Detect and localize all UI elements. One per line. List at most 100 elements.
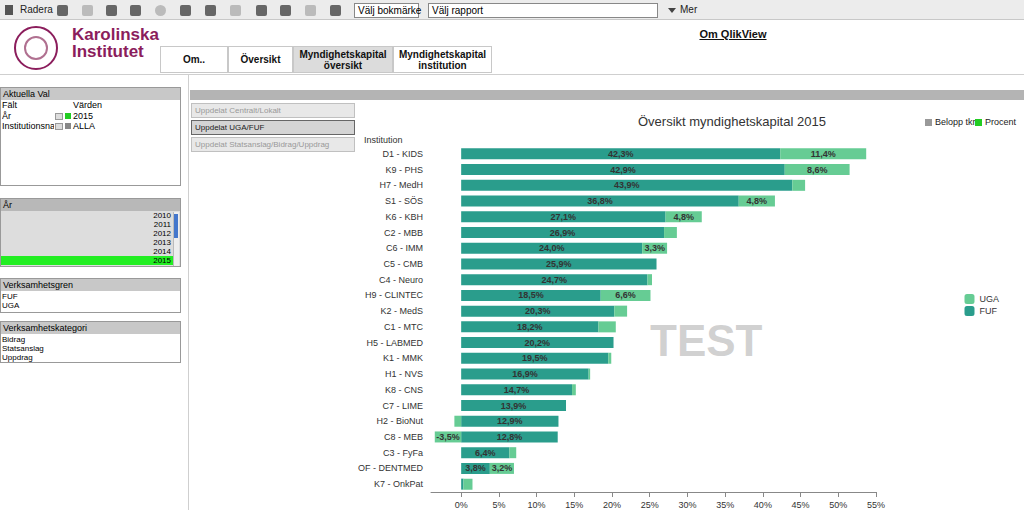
- svg-text:27,1%: 27,1%: [551, 212, 577, 222]
- html-text:Välj bokmärke: Välj bokmärke: [358, 5, 422, 16]
- html-text:UGA: UGA: [2, 301, 20, 310]
- svg-text:0%: 0%: [455, 500, 468, 510]
- html-text:Översikt: Översikt: [240, 54, 281, 65]
- svg-text:Översikt myndighetskapital 201: Översikt myndighetskapital 2015: [638, 114, 826, 129]
- svg-text:20,2%: 20,2%: [525, 338, 551, 348]
- svg-text:15%: 15%: [565, 500, 583, 510]
- svg-text:UGA: UGA: [979, 294, 999, 304]
- html-text:Verksamhetsgren: Verksamhetsgren: [3, 280, 73, 290]
- svg-text:5%: 5%: [492, 500, 505, 510]
- svg-text:C5 - CMB: C5 - CMB: [383, 259, 423, 269]
- html-text:Om QlikView: Om QlikView: [699, 28, 767, 40]
- svg-text:25%: 25%: [641, 500, 659, 510]
- html-text:Mer: Mer: [680, 4, 698, 15]
- html-text:Karolinska: Karolinska: [72, 25, 159, 44]
- html-text:2013: 2013: [153, 238, 171, 247]
- svg-text:6,4%: 6,4%: [475, 448, 496, 458]
- svg-text:55%: 55%: [867, 500, 885, 510]
- svg-text:C4 - Neuro: C4 - Neuro: [379, 275, 423, 285]
- svg-text:H2 - BioNut: H2 - BioNut: [376, 416, 423, 426]
- html-text:ALLA: ALLA: [73, 121, 95, 131]
- html-text:Om..: Om..: [182, 54, 206, 65]
- svg-text:C3 - FyFa: C3 - FyFa: [383, 448, 423, 458]
- svg-text:14,7%: 14,7%: [504, 385, 530, 395]
- svg-text:H9 - CLINTEC: H9 - CLINTEC: [365, 290, 424, 300]
- html-text:År: År: [2, 111, 11, 121]
- html-text:Fält: Fält: [2, 100, 17, 110]
- svg-text:16,9%: 16,9%: [512, 369, 538, 379]
- svg-text:FUF: FUF: [979, 306, 997, 316]
- svg-text:C6 - IMM: C6 - IMM: [386, 243, 423, 253]
- svg-text:H5 - LABMED: H5 - LABMED: [366, 338, 423, 348]
- svg-text:12,8%: 12,8%: [497, 432, 523, 442]
- svg-text:26,9%: 26,9%: [550, 228, 576, 238]
- svg-text:20,3%: 20,3%: [525, 306, 551, 316]
- html-text:2012: 2012: [153, 229, 171, 238]
- svg-text:6,6%: 6,6%: [615, 290, 636, 300]
- svg-text:20%: 20%: [603, 500, 621, 510]
- svg-text:43,9%: 43,9%: [614, 180, 640, 190]
- svg-text:H7 - MedH: H7 - MedH: [379, 180, 423, 190]
- html-text:År: År: [3, 200, 12, 210]
- svg-text:11,4%: 11,4%: [811, 149, 836, 159]
- svg-text:K2 - MedS: K2 - MedS: [380, 306, 423, 316]
- svg-text:24,0%: 24,0%: [539, 243, 565, 253]
- svg-text:Institution: Institution: [364, 135, 403, 145]
- svg-text:36,8%: 36,8%: [587, 196, 613, 206]
- html-text:2011: 2011: [153, 220, 171, 229]
- svg-text:50%: 50%: [829, 500, 847, 510]
- svg-text:S1 - SÖS: S1 - SÖS: [385, 196, 423, 206]
- svg-text:42,9%: 42,9%: [610, 165, 636, 175]
- html-text:2014: 2014: [153, 247, 171, 256]
- svg-text:K6 - KBH: K6 - KBH: [385, 212, 423, 222]
- svg-text:30%: 30%: [678, 500, 696, 510]
- html-text:Myndighetskapital översikt: Myndighetskapital översikt: [299, 48, 387, 71]
- svg-text:8,6%: 8,6%: [807, 165, 828, 175]
- svg-text:19,5%: 19,5%: [522, 353, 548, 363]
- html-text:2015: 2015: [73, 111, 93, 121]
- svg-text:24,7%: 24,7%: [542, 275, 568, 285]
- svg-text:C2 - MBB: C2 - MBB: [384, 228, 423, 238]
- svg-text:-3,5%: -3,5%: [436, 432, 460, 442]
- html-text:Institutet: Institutet: [72, 42, 144, 61]
- html-text:TEST: TEST: [650, 316, 763, 365]
- html-text:Institutionsna: Institutionsna: [2, 121, 55, 131]
- svg-text:3,3%: 3,3%: [644, 243, 665, 253]
- svg-text:13,9%: 13,9%: [501, 401, 527, 411]
- html-text:Verksamhetskategori: Verksamhetskategori: [3, 323, 87, 333]
- html-text:Aktuella Val: Aktuella Val: [3, 89, 50, 99]
- html-text:Radera: Radera: [20, 4, 53, 15]
- svg-text:K1 - MMK: K1 - MMK: [383, 353, 423, 363]
- svg-text:12,9%: 12,9%: [497, 416, 523, 426]
- svg-text:40%: 40%: [754, 500, 772, 510]
- html-text:FUF: FUF: [2, 292, 18, 301]
- svg-text:C8 - MEB: C8 - MEB: [384, 432, 423, 442]
- svg-text:18,5%: 18,5%: [518, 290, 544, 300]
- svg-text:H1 - NVS: H1 - NVS: [385, 369, 423, 379]
- html-text:Myndighetskapital institution: Myndighetskapital institution: [398, 48, 487, 71]
- html-text:2015: 2015: [153, 256, 171, 265]
- svg-text:25,9%: 25,9%: [546, 259, 572, 269]
- html-text:Procent: Procent: [985, 117, 1016, 127]
- svg-text:42,3%: 42,3%: [608, 149, 634, 159]
- html-text:Bidrag: Bidrag: [2, 335, 26, 344]
- svg-text:35%: 35%: [716, 500, 734, 510]
- svg-text:K7 - OnkPat: K7 - OnkPat: [374, 479, 424, 489]
- svg-text:10%: 10%: [528, 500, 546, 510]
- html-text:2010: 2010: [153, 211, 171, 220]
- svg-text:K8 - CNS: K8 - CNS: [385, 385, 423, 395]
- svg-text:3,8%: 3,8%: [465, 463, 486, 473]
- svg-text:C1 - MTC: C1 - MTC: [384, 322, 423, 332]
- svg-text:18,2%: 18,2%: [517, 322, 543, 332]
- html-text:Belopp tkr: Belopp tkr: [935, 117, 976, 127]
- svg-text:D1 - KIDS: D1 - KIDS: [382, 149, 423, 159]
- svg-text:C7 - LIME: C7 - LIME: [382, 401, 423, 411]
- html-text:Värden: Värden: [73, 100, 102, 110]
- svg-text:4,8%: 4,8%: [747, 196, 768, 206]
- svg-text:K9 - PHS: K9 - PHS: [385, 165, 423, 175]
- svg-text:3,2%: 3,2%: [492, 463, 513, 473]
- svg-text:OF - DENTMED: OF - DENTMED: [358, 463, 423, 473]
- html-text:Välj rapport: Välj rapport: [432, 5, 484, 16]
- svg-text:4,8%: 4,8%: [673, 212, 694, 222]
- svg-text:45%: 45%: [792, 500, 810, 510]
